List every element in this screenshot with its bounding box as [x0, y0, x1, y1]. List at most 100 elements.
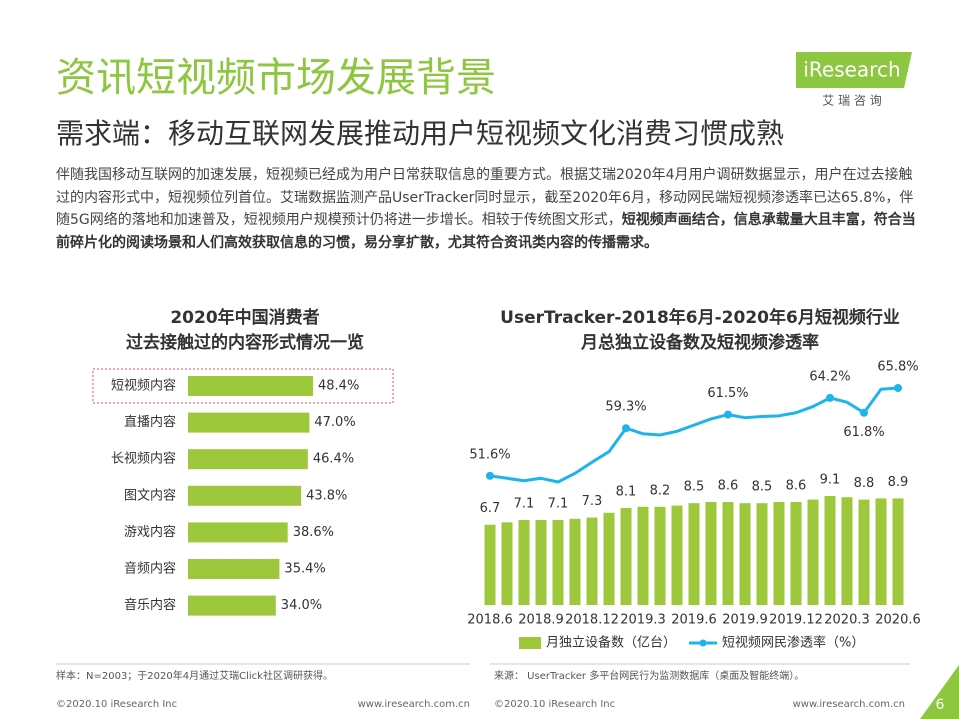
value-label: 7.1	[548, 496, 569, 511]
legend-swatch	[519, 637, 541, 649]
x-tick-label: 2019.9	[722, 613, 768, 628]
chart-title: 月总独立设备数及短视频渗透率	[580, 332, 819, 353]
bar	[858, 499, 870, 605]
value-label: 43.8%	[306, 488, 347, 503]
bar	[790, 501, 802, 605]
corner	[920, 665, 959, 719]
value-label: 64.2%	[809, 369, 850, 384]
page-number: 6	[936, 697, 945, 713]
bar	[722, 501, 734, 605]
value-label: 51.6%	[469, 447, 510, 462]
line-point	[894, 384, 902, 392]
x-tick-label: 2018.12	[565, 613, 619, 628]
line-point	[860, 408, 868, 417]
bar	[518, 519, 530, 605]
bar	[705, 501, 717, 605]
legend-swatch	[699, 639, 707, 647]
logo-box	[796, 52, 912, 88]
value-label: 8.5	[684, 480, 705, 495]
bar	[756, 503, 768, 605]
value-label: 8.5	[752, 480, 773, 495]
value-label: 6.7	[480, 501, 501, 516]
bar	[501, 522, 513, 605]
value-label: 8.8	[854, 476, 875, 491]
legend-label: 月独立设备数（亿台）	[546, 635, 676, 651]
bar	[773, 501, 785, 605]
bar	[739, 503, 751, 605]
value-label: 34.0%	[281, 598, 322, 613]
line-point	[826, 393, 834, 402]
value-label: 8.9	[888, 475, 909, 490]
x-tick-label: 2020.6	[875, 613, 921, 628]
category-label: 音乐内容	[124, 597, 176, 613]
value-label: 7.1	[514, 496, 535, 511]
url: www.iresearch.com.cn	[358, 699, 470, 710]
value-label: 8.6	[786, 478, 807, 493]
value-label: 59.3%	[605, 400, 646, 415]
value-label: 48.4%	[318, 379, 359, 394]
note: 样本：N=2003；于2020年4月通过艾瑞Click社区调研获得。	[56, 669, 333, 682]
bar	[892, 498, 904, 605]
line-point	[622, 424, 630, 433]
url: www.iresearch.com.cn	[793, 699, 905, 710]
bar	[824, 496, 836, 605]
bar	[188, 449, 308, 470]
value-label: 61.5%	[707, 386, 748, 401]
bar	[188, 522, 288, 543]
value-label: 38.6%	[293, 525, 334, 540]
bar	[841, 497, 853, 605]
category-label: 游戏内容	[124, 524, 176, 540]
category-label: 短视频内容	[111, 378, 176, 394]
x-tick-label: 2019.6	[671, 613, 717, 628]
category-label: 音频内容	[124, 561, 176, 577]
bar	[654, 506, 666, 605]
x-tick-label: 2019.3	[620, 613, 666, 628]
paragraph-bold: 短视频声画结合，信息承载量大且丰富，符合当前碎片化的阅读场景和人们高效获取信息的…	[56, 212, 916, 251]
line-point	[486, 471, 494, 480]
value-label: 8.6	[718, 478, 739, 493]
value-label: 61.8%	[843, 425, 884, 440]
title: 资讯短视频市场发展背景	[56, 55, 496, 101]
category-label: 图文内容	[124, 487, 176, 503]
bar	[807, 499, 819, 605]
category-label: 长视频内容	[111, 451, 176, 467]
bar	[569, 518, 581, 605]
bar	[637, 506, 649, 605]
bar	[875, 498, 887, 605]
legend-label: 短视频网民渗透率（%）	[722, 635, 864, 651]
value-label: 7.3	[582, 494, 603, 509]
paragraph: 伴随我国移动互联网的加速发展，短视频已经成为用户日常获取信息的重要方式。根据艾瑞…	[56, 164, 916, 254]
bar	[586, 517, 598, 605]
chart-title: UserTracker-2018年6月-2020年6月短视频行业	[500, 307, 900, 328]
chart-title: 过去接触过的内容形式情况一览	[126, 332, 364, 353]
bar	[552, 519, 564, 605]
line-point	[724, 410, 732, 419]
chart-title: 2020年中国消费者	[170, 307, 319, 328]
x-tick-label: 2018.9	[518, 613, 564, 628]
value-label: 35.4%	[284, 562, 325, 577]
bar	[484, 524, 496, 605]
logo-sub: 艾 瑞 咨 询	[822, 93, 881, 108]
x-tick-label: 2018.6	[467, 613, 513, 628]
x-tick-label: 2020.3	[824, 613, 870, 628]
copyright: ©2020.10 iResearch Inc	[494, 699, 615, 710]
bar	[620, 507, 632, 605]
line	[489, 386, 899, 484]
value-label: 8.2	[650, 483, 671, 498]
value-label: 46.4%	[313, 452, 354, 467]
value-label: 8.1	[616, 484, 637, 499]
value-label: 65.8%	[877, 360, 918, 375]
bar	[188, 412, 310, 433]
bar	[188, 376, 313, 396]
note: 来源： UserTracker 多平台网民行为监测数据库（桌面及智能终端）。	[494, 669, 804, 682]
bar	[671, 505, 683, 605]
logo: iResearch	[803, 58, 900, 82]
bar	[188, 595, 276, 616]
paragraph-text: 伴随我国移动互联网的加速发展，短视频已经成为用户日常获取信息的重要方式。根据艾瑞…	[56, 167, 914, 228]
bar	[188, 559, 280, 579]
x-tick-label: 2019.12	[769, 613, 823, 628]
value-label: 9.1	[820, 473, 841, 488]
value-label: 47.0%	[314, 415, 355, 430]
